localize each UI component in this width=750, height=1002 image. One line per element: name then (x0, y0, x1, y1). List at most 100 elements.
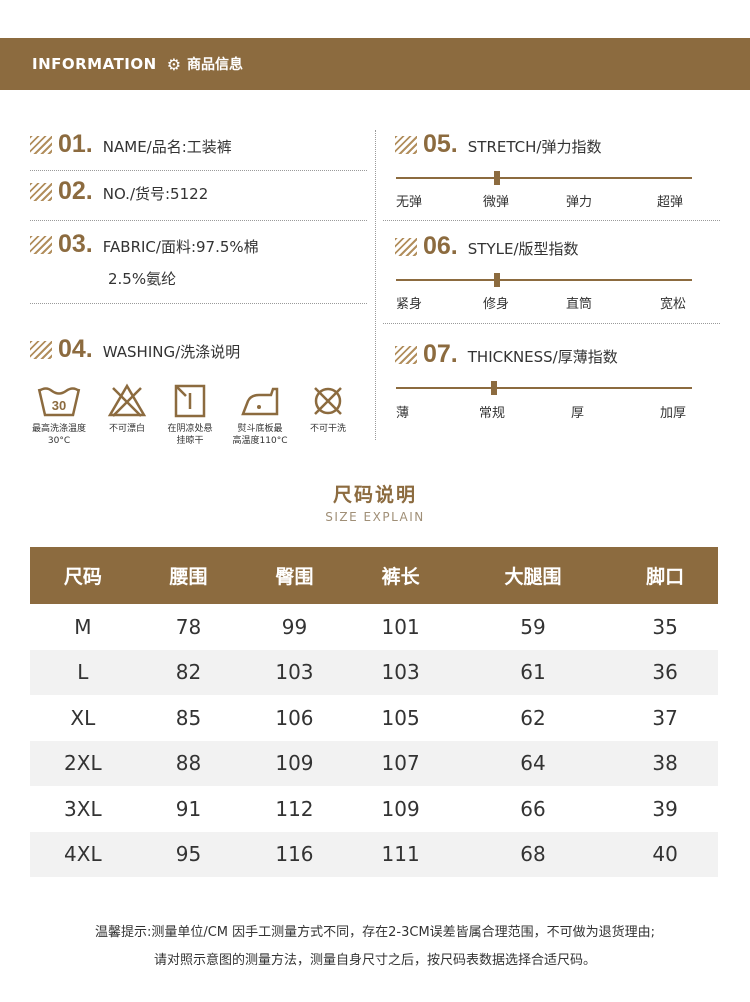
divider (30, 220, 367, 221)
gear-icon: ⚙ (166, 54, 182, 74)
item-number: 06. (423, 232, 458, 260)
table-cell: 107 (347, 740, 454, 786)
shade-dry-icon: 在阴凉处悬 挂晾干 (145, 383, 235, 447)
table-cell: 103 (241, 649, 348, 695)
table-cell: XL (70, 705, 96, 730)
table-cell: 95 (135, 831, 242, 877)
table-cell: 37 (652, 705, 678, 730)
banner-subtitle: 商品信息 (187, 57, 244, 73)
stretch-knob (493, 171, 500, 185)
table-row: 3XL 91 112 109 66 39 (30, 786, 718, 832)
table-cell: 39 (652, 796, 678, 821)
info-no: 02. NO./货号:5122 (30, 177, 208, 206)
info-banner: INFORMATION ⚙ 商品信息 (0, 38, 750, 90)
divider (30, 170, 367, 171)
thickness-knob (490, 381, 497, 395)
table-cell: 35 (652, 614, 678, 639)
no-label: NO./货号:5122 (102, 185, 209, 203)
svg-text:30: 30 (52, 398, 66, 413)
scale-level: 薄 (396, 406, 410, 421)
iron-icon: 熨斗底板最 高温度110°C (215, 383, 305, 447)
item-number: 02. (58, 177, 93, 205)
table-cell: 4XL (30, 831, 136, 877)
table-cell: 62 (520, 705, 546, 730)
table-row: L 82 103 103 61 36 (30, 649, 718, 695)
divider (383, 323, 720, 324)
item-number: 03. (58, 230, 93, 258)
table-cell: 78 (175, 614, 202, 639)
fabric-label-2: 2.5%氨纶 (108, 270, 177, 288)
item-number: 01. (58, 130, 93, 158)
table-cell: L (30, 649, 136, 695)
table-cell: 40 (612, 831, 718, 877)
item-number: 05. (423, 130, 458, 158)
column-header: 脚口 (612, 547, 718, 604)
style-scale (396, 273, 692, 287)
divider (30, 303, 367, 304)
note-line-1: 温馨提示:测量单位/CM 因手工测量方式不同，存在2-3CM误差皆属合理范围，不… (94, 925, 656, 940)
hatch-icon (395, 346, 417, 364)
table-cell: 109 (241, 740, 348, 786)
info-washing: 04. WASHING/洗涤说明 (30, 335, 240, 364)
scale-level: 宽松 (660, 297, 687, 312)
table-row: 4XL 95 116 111 68 40 (30, 831, 718, 877)
table-cell: 64 (453, 740, 613, 786)
table-cell: 116 (241, 831, 348, 877)
table-cell: 99 (281, 614, 308, 639)
size-section-subtitle: SIZE EXPLAIN (325, 510, 425, 524)
table-cell: 106 (275, 705, 314, 730)
table-cell: 66 (520, 796, 546, 821)
hatch-icon (30, 236, 52, 254)
table-row: XL 85 106 105 62 37 (30, 695, 718, 741)
scale-level: 厚 (571, 406, 585, 421)
hatch-icon (30, 136, 52, 154)
scale-level: 修身 (483, 297, 510, 312)
index-thickness: 07. THICKNESS/厚薄指数 (395, 340, 618, 369)
wash-30-icon: 30 最高洗涤温度 30°C (14, 383, 104, 447)
scale-level: 无弹 (396, 195, 423, 210)
hatch-icon (30, 183, 52, 201)
hatch-icon (30, 341, 52, 359)
table-cell: 36 (612, 649, 718, 695)
table-cell: 2XL (30, 740, 136, 786)
index-stretch: 05. STRETCH/弹力指数 (395, 130, 601, 159)
table-cell: 91 (175, 796, 202, 821)
column-header: 尺码 (30, 547, 136, 604)
scale-level: 加厚 (660, 406, 687, 421)
column-header: 裤长 (347, 547, 454, 604)
item-number: 04. (58, 335, 93, 363)
no-dryclean-icon: 不可干洗 (283, 383, 373, 435)
table-cell: 68 (453, 831, 613, 877)
column-header: 腰围 (135, 547, 242, 604)
index-style: 06. STYLE/版型指数 (395, 232, 579, 261)
table-cell: 61 (453, 649, 613, 695)
scale-level: 紧身 (396, 297, 423, 312)
table-cell: 105 (381, 705, 420, 730)
info-name: 01. NAME/品名:工装裤 (30, 130, 232, 159)
table-cell: 59 (520, 614, 546, 639)
column-header: 臀围 (241, 547, 348, 604)
name-label: NAME/品名:工装裤 (102, 138, 232, 156)
table-cell: 82 (135, 649, 242, 695)
scale-level: 常规 (479, 406, 506, 421)
washing-label: WASHING/洗涤说明 (102, 343, 241, 361)
style-knob (493, 273, 500, 287)
style-label: STYLE/版型指数 (467, 240, 579, 258)
size-table: 尺码 腰围 臀围 裤长 大腿围 脚口 M 78 99 101 59 35 L 8… (30, 547, 718, 877)
table-header-row: 尺码 腰围 臀围 裤长 大腿围 脚口 (30, 547, 718, 604)
note-line-2: 请对照示意图的测量方法，测量自身尺寸之后，按尺码表数据选择合适尺码。 (153, 953, 596, 968)
table-cell: 38 (612, 740, 718, 786)
stretch-label: STRETCH/弹力指数 (467, 138, 602, 156)
table-cell: M (74, 614, 92, 639)
thickness-scale (396, 381, 692, 395)
info-fabric: 03. FABRIC/面料:97.5%棉 (30, 230, 259, 259)
table-row: 2XL 88 109 107 64 38 (30, 740, 718, 786)
table-cell: 85 (175, 705, 202, 730)
banner-title: INFORMATION (32, 55, 157, 73)
size-section-title: 尺码说明 (332, 484, 417, 506)
table-cell: 109 (381, 796, 420, 821)
table-cell: 103 (347, 649, 454, 695)
table-cell: 88 (135, 740, 242, 786)
stretch-scale (396, 171, 692, 185)
column-header: 大腿围 (453, 547, 613, 604)
